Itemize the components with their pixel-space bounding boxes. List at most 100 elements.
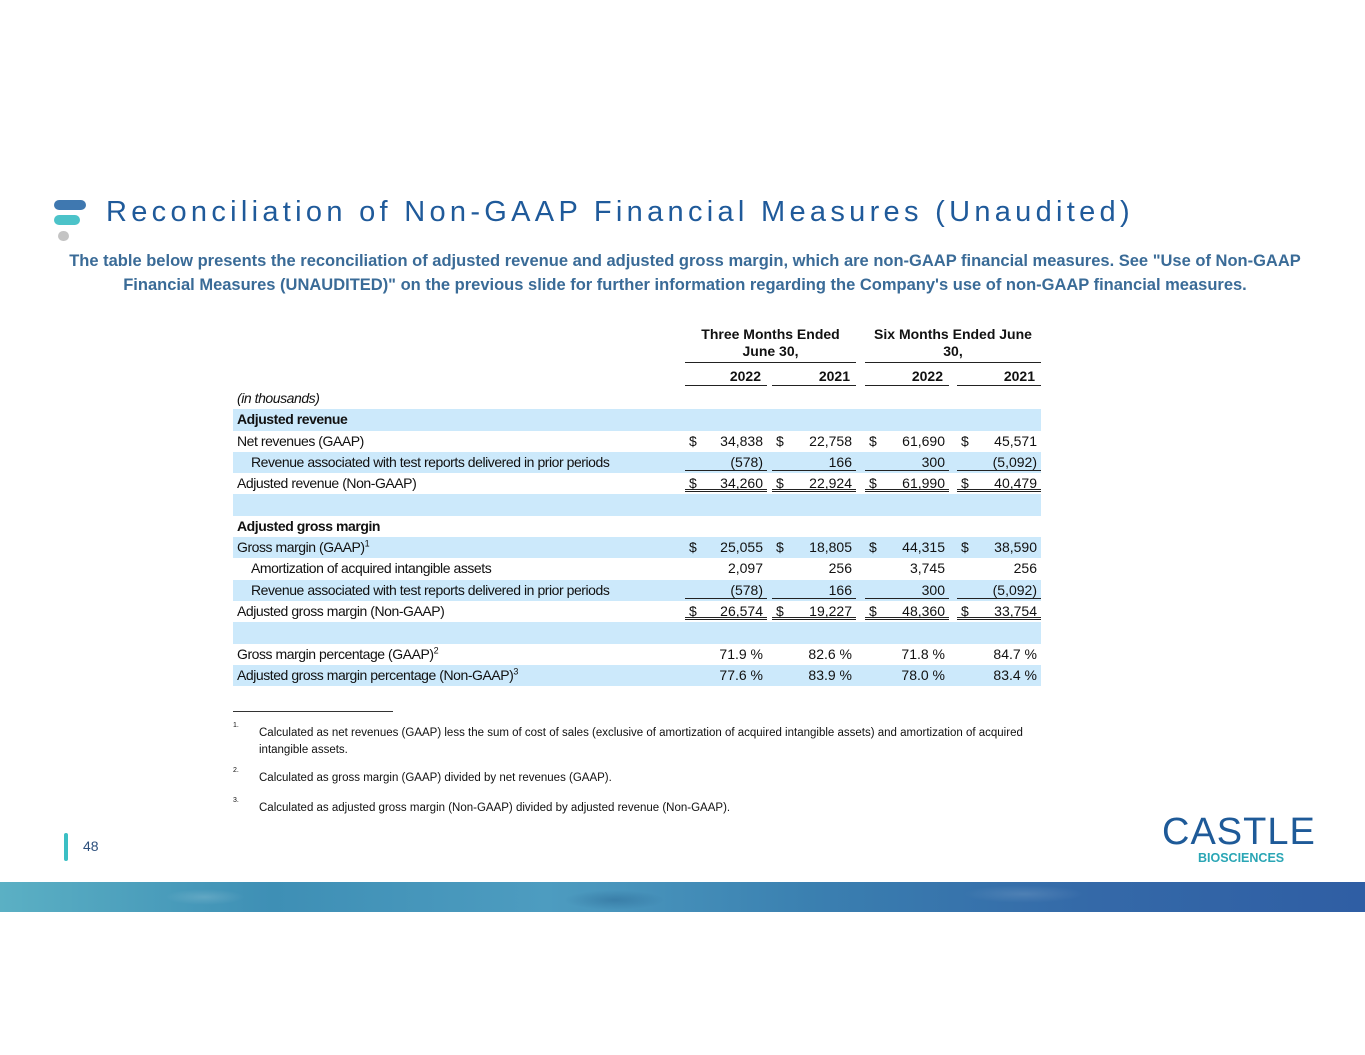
logo-text: CASTLE <box>1162 811 1316 853</box>
row-label-text: Adjusted gross margin <box>237 517 381 534</box>
currency-symbol: $ <box>776 432 784 449</box>
cell-number: 26,574 <box>720 602 763 619</box>
currency-symbol: $ <box>961 539 969 556</box>
table-row: Net revenues (GAAP) $34,838 $22,758 $61,690… <box>233 431 1041 452</box>
cell-value: 77.6 % <box>685 665 767 684</box>
currency-symbol: $ <box>689 475 697 492</box>
cell-value: $19,227 <box>772 601 856 620</box>
cell-number: 2,097 <box>727 560 763 577</box>
cell-number: 84.7 % <box>993 645 1037 662</box>
page-number: 48 <box>83 838 99 854</box>
row-label-text: Amortization of acquired intangible asse… <box>251 560 492 577</box>
cell-value: $61,990 <box>865 473 949 493</box>
cell-value: $61,690 <box>865 431 949 450</box>
cell-number: (5,092) <box>992 581 1037 598</box>
footnote-text: Calculated as adjusted gross margin (Non… <box>259 802 731 814</box>
cell-number: 45,571 <box>994 432 1037 449</box>
cell-value: 300 <box>865 580 949 599</box>
cell-value: $22,758 <box>772 431 856 450</box>
table-row: Adjusted revenue (Non-GAAP) $34,260 $22,92… <box>233 473 1041 494</box>
cell-number: 77.6 % <box>719 666 763 683</box>
cell-number: 22,758 <box>809 432 852 449</box>
cell-value: 3,745 <box>865 558 949 577</box>
cell-value: $45,571 <box>957 431 1041 450</box>
cell-number: (5,092) <box>992 453 1037 470</box>
cell-value: 83.4 % <box>957 665 1041 684</box>
cell-number: 34,838 <box>720 432 763 449</box>
cell-value: $18,805 <box>772 537 856 556</box>
footnote-number: 1. <box>233 722 239 729</box>
footnote-text: Calculated as gross margin (GAAP) divide… <box>259 772 612 784</box>
footnote-number: 2. <box>233 767 239 774</box>
cell-value: 166 <box>772 580 856 599</box>
cell-number: (578) <box>730 581 763 598</box>
row-label: Gross margin percentage (GAAP)2 <box>237 644 439 665</box>
group-header-six-months: Six Months Ended June 30, <box>865 326 1041 363</box>
cell-number: 22,924 <box>809 475 852 492</box>
cell-value: 83.9 % <box>772 665 856 684</box>
row-label-text: Adjusted gross margin (Non-GAAP) <box>237 602 445 619</box>
row-label: Adjusted gross margin (Non-GAAP) <box>237 601 445 622</box>
footnote-2: 2. Calculated as gross margin (GAAP) divi… <box>233 767 1023 787</box>
currency-symbol: $ <box>961 432 969 449</box>
cell-value: $33,754 <box>957 601 1041 620</box>
page-title: Reconciliation of Non-GAAP Financial Mea… <box>106 196 1134 228</box>
row-label: Adjusted revenue (Non-GAAP) <box>237 473 417 494</box>
currency-symbol: $ <box>961 602 969 619</box>
footnote-1: 1. Calculated as net revenues (GAAP) less… <box>233 722 1023 759</box>
row-label: Adjusted gross margin <box>237 516 380 537</box>
row-label: Gross margin (GAAP)1 <box>237 537 370 558</box>
cell-number: 3,745 <box>909 560 945 577</box>
currency-symbol: $ <box>869 475 877 492</box>
cell-value: $25,055 <box>685 537 767 556</box>
row-label-text: Adjusted gross margin percentage (Non-GA… <box>237 666 514 683</box>
row-label: Revenue associated with test reports del… <box>251 580 610 601</box>
slide-bullet-icon <box>53 200 87 242</box>
cell-number: 61,990 <box>902 475 945 492</box>
cell-value: (5,092) <box>957 452 1041 471</box>
currency-symbol: $ <box>776 539 784 556</box>
cell-value: (5,092) <box>957 580 1041 599</box>
cell-number: 300 <box>921 581 945 598</box>
currency-symbol: $ <box>869 432 877 449</box>
currency-symbol: $ <box>689 432 697 449</box>
table-row: Revenue associated with test reports del… <box>233 579 1041 601</box>
cell-number: 83.4 % <box>993 666 1037 683</box>
currency-symbol: $ <box>689 602 697 619</box>
cell-number: 34,260 <box>720 475 763 492</box>
cell-number: 300 <box>921 453 945 470</box>
cell-value: $22,924 <box>772 473 856 493</box>
cell-number: 44,315 <box>902 539 945 556</box>
cell-number: 71.8 % <box>901 645 945 662</box>
cell-number: 25,055 <box>720 539 763 556</box>
intro-text: The table below presents the reconciliat… <box>69 252 1301 294</box>
row-label-text: Revenue associated with test reports del… <box>251 453 610 470</box>
cell-number: 166 <box>828 581 852 598</box>
row-label: (in thousands) <box>237 388 320 409</box>
table-row <box>233 622 1041 644</box>
cell-value: $38,590 <box>957 537 1041 556</box>
row-label: Revenue associated with test reports del… <box>251 452 610 473</box>
footnote-text: Calculated as net revenues (GAAP) less t… <box>259 727 1023 756</box>
cell-number: 18,805 <box>809 539 852 556</box>
cell-number: (578) <box>730 453 763 470</box>
cell-number: 166 <box>828 453 852 470</box>
footnote-ref: 1 <box>364 538 370 549</box>
cell-value: 256 <box>957 558 1041 577</box>
cell-value: 78.0 % <box>865 665 949 684</box>
cell-value: 71.9 % <box>685 644 767 663</box>
cell-number: 38,590 <box>994 539 1037 556</box>
cell-number: 71.9 % <box>719 645 763 662</box>
reconciliation-table: Three Months Ended June 30, Six Months E… <box>233 324 1041 687</box>
logo-subtext: BIOSCIENCES <box>1198 851 1285 865</box>
cell-number: 48,360 <box>902 602 945 619</box>
cell-number: 19,227 <box>809 602 852 619</box>
year-header: 2022 <box>865 368 949 386</box>
cell-value: 71.8 % <box>865 644 949 663</box>
row-label-text: Revenue associated with test reports del… <box>251 581 610 598</box>
table-row: Adjusted revenue <box>233 409 1041 431</box>
row-label-text: Gross margin (GAAP) <box>237 539 365 556</box>
row-label: Adjusted gross margin percentage (Non-GA… <box>237 665 518 686</box>
currency-symbol: $ <box>776 602 784 619</box>
cell-number: 61,690 <box>902 432 945 449</box>
